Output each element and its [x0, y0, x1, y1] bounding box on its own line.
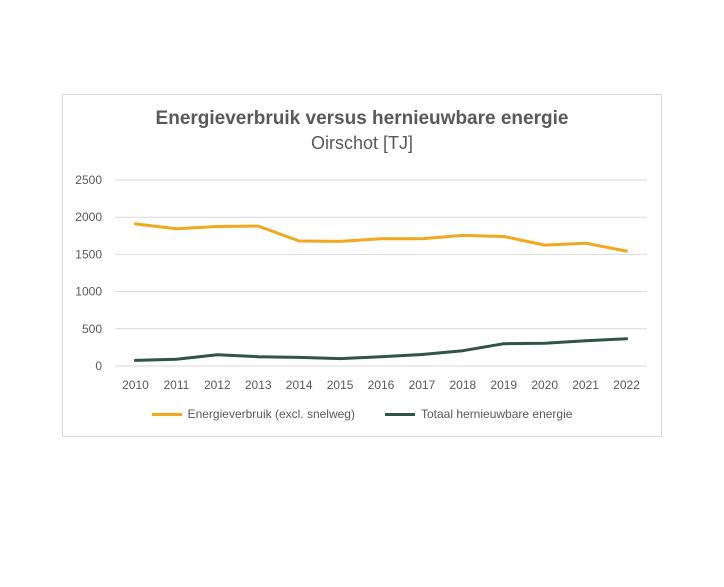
legend-item-hernieuwbaar: Totaal hernieuwbare energie	[384, 407, 573, 421]
chart-plot-area: 0 500 1000 1500 2000 2500 2010 2011 2012 2013 2014…	[75, 173, 647, 392]
y-tick-label: 500	[82, 322, 102, 336]
y-tick-label: 1000	[75, 285, 102, 299]
series-line-energieverbruik	[134, 222, 628, 253]
legend-swatch-energieverbruik	[151, 412, 182, 416]
y-tick-label: 2500	[75, 173, 102, 187]
x-tick-label: 2012	[204, 378, 231, 392]
x-tick-label: 2018	[449, 378, 476, 392]
x-tick-label: 2020	[531, 378, 558, 392]
x-tick-label: 2013	[245, 378, 272, 392]
series-line-hernieuwbaar	[134, 337, 628, 362]
x-tick-label: 2010	[122, 378, 149, 392]
x-tick-label: 2017	[409, 378, 436, 392]
legend-swatch-hernieuwbaar	[384, 412, 415, 416]
chart-legend: Energieverbruik (excl. snelweg) Totaal h…	[63, 407, 661, 421]
chart-title: Energieverbruik versus hernieuwbare ener…	[155, 108, 569, 129]
chart-subtitle: Oirschot [TJ]	[310, 133, 413, 153]
x-tick-label: 2016	[368, 378, 395, 392]
y-tick-label: 1500	[75, 247, 102, 261]
y-tick-label: 2000	[75, 210, 102, 224]
legend-label-hernieuwbaar: Totaal hernieuwbare energie	[420, 407, 573, 421]
x-tick-label: 2022	[613, 378, 640, 392]
x-tick-label: 2015	[327, 378, 354, 392]
x-tick-label: 2011	[163, 378, 189, 392]
y-tick-label: 0	[95, 359, 102, 373]
legend-item-energieverbruik: Energieverbruik (excl. snelweg)	[151, 407, 355, 421]
x-tick-label: 2021	[572, 378, 599, 392]
x-tick-label: 2019	[490, 378, 517, 392]
chart-container: Energieverbruik versus hernieuwbare ener…	[62, 94, 662, 437]
legend-label-energieverbruik: Energieverbruik (excl. snelweg)	[187, 407, 355, 421]
x-tick-label: 2014	[286, 378, 313, 392]
